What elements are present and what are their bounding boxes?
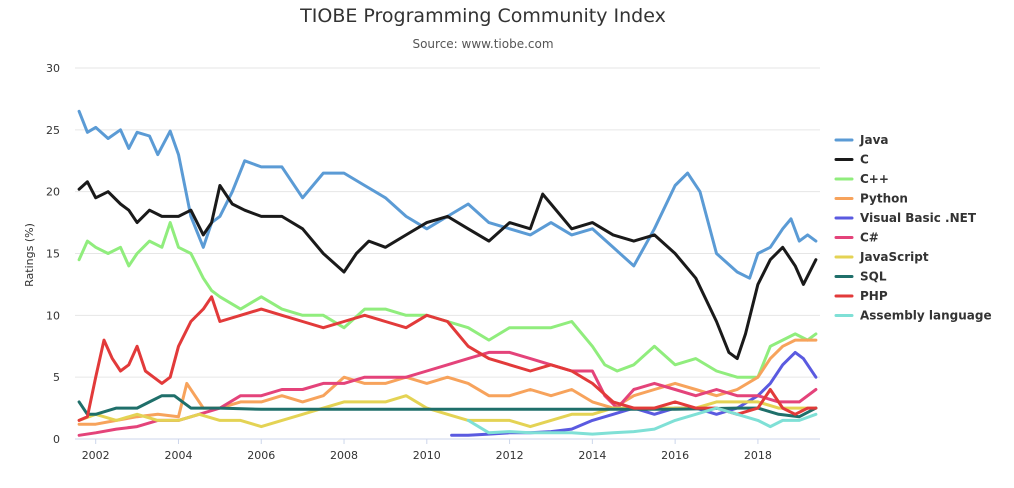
legend-item[interactable]: C#: [834, 231, 879, 245]
y-tick-label: 30: [46, 62, 60, 75]
y-axis-label: Ratings (%): [23, 223, 36, 287]
legend-label: C: [860, 153, 869, 167]
legend-item[interactable]: SQL: [834, 270, 887, 284]
legend-item[interactable]: Python: [834, 192, 908, 206]
legend-label: Assembly language: [860, 309, 992, 323]
y-tick-label: 15: [46, 248, 60, 261]
legend-item[interactable]: JavaScript: [834, 250, 929, 264]
legend[interactable]: Java C C++ Python Visual Basic .NET C# JavaScr…: [834, 133, 992, 323]
chart-subtitle: Source: www.tiobe.com: [412, 37, 553, 51]
y-tick-label: 5: [53, 371, 60, 384]
legend-item[interactable]: C: [834, 153, 869, 167]
x-tick-label: 2004: [164, 449, 192, 462]
y-tick-label: 0: [53, 433, 60, 446]
x-tick-label: 2010: [413, 449, 441, 462]
x-tick-label: 2012: [496, 449, 524, 462]
series-line-0: [77, 109, 818, 280]
legend-label: Python: [860, 192, 908, 206]
legend-label: C++: [860, 172, 889, 186]
series-line-1: [77, 180, 818, 361]
legend-item[interactable]: PHP: [834, 289, 888, 303]
x-tick-label: 2002: [82, 449, 110, 462]
chart-title: TIOBE Programming Community Index: [299, 5, 666, 27]
y-axis-ticks: 0 5 10 15 20 25 30: [46, 62, 60, 446]
legend-label: SQL: [860, 270, 887, 284]
series-line-8: [77, 295, 818, 422]
y-tick-label: 10: [46, 309, 60, 322]
series-line-2: [77, 221, 818, 379]
series-line-7: [77, 394, 818, 419]
legend-label: Java: [859, 133, 888, 147]
series-line-3: [77, 338, 818, 426]
legend-label: Visual Basic .NET: [860, 211, 977, 225]
legend-item[interactable]: Java: [834, 133, 888, 147]
x-tick-label: 2014: [578, 449, 606, 462]
legend-item[interactable]: C++: [834, 172, 889, 186]
series-line-9: [466, 406, 818, 436]
series: [77, 109, 818, 437]
x-axis-ticks: 2002 2004 2006 2008 2010 2012 2014 2016 2018: [82, 439, 772, 462]
legend-label: C#: [860, 231, 879, 245]
x-tick-label: 2006: [247, 449, 275, 462]
x-tick-label: 2018: [744, 449, 772, 462]
legend-label: JavaScript: [859, 250, 929, 264]
x-tick-label: 2016: [661, 449, 689, 462]
y-tick-label: 20: [46, 186, 60, 199]
legend-item[interactable]: Visual Basic .NET: [834, 211, 977, 225]
series-line-5: [77, 350, 818, 437]
legend-label: PHP: [860, 289, 888, 303]
x-tick-label: 2008: [330, 449, 358, 462]
y-tick-label: 25: [46, 124, 60, 137]
legend-item[interactable]: Assembly language: [834, 309, 992, 323]
